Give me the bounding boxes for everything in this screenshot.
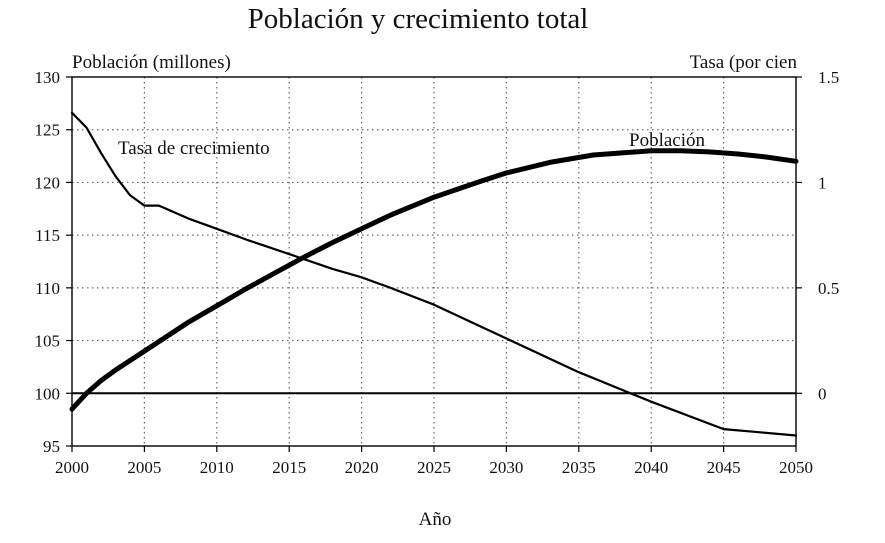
y-left-tick-label: 115 xyxy=(35,226,60,245)
y-axis-right-label: Tasa (por cien xyxy=(690,52,798,73)
y-axis-left-label: Población (millones) xyxy=(72,52,231,73)
y-left-tick-label: 110 xyxy=(35,279,60,298)
x-tick-label: 2035 xyxy=(562,458,596,477)
x-tick-label: 2025 xyxy=(417,458,451,477)
series-group xyxy=(69,111,799,437)
y-right-tick-label: 0 xyxy=(818,384,827,403)
x-tick-label: 2040 xyxy=(634,458,668,477)
series-line-tasa-de-crecimiento xyxy=(70,111,798,437)
y-right-tick-label: 0.5 xyxy=(818,279,839,298)
y-right-tick-label: 1 xyxy=(818,173,827,192)
annotation-poblacion: Población xyxy=(629,130,705,151)
annotation-tasa-de-crecimiento: Tasa de crecimiento xyxy=(118,138,270,159)
y-left-tick-label: 100 xyxy=(35,384,61,403)
series-line-poblacion xyxy=(69,148,799,412)
chart-title: Población y crecimiento total xyxy=(248,3,589,35)
y-left-tick-label: 105 xyxy=(35,332,61,351)
y-right-tick-label: 1.5 xyxy=(818,68,839,87)
tick-labels: 2000 2005 2010 2015 2020 2025 2030 2035 2040 2045… xyxy=(35,68,840,477)
y-left-tick-label: 120 xyxy=(35,173,61,192)
x-tick-label: 2000 xyxy=(55,458,89,477)
y-left-tick-label: 130 xyxy=(35,68,61,87)
x-tick-label: 2015 xyxy=(272,458,306,477)
y-left-tick-label: 125 xyxy=(35,121,61,140)
x-tick-label: 2020 xyxy=(345,458,379,477)
x-tick-label: 2005 xyxy=(127,458,161,477)
x-tick-label: 2010 xyxy=(200,458,234,477)
x-tick-label: 2050 xyxy=(779,458,813,477)
y-left-tick-label: 95 xyxy=(43,437,60,456)
x-tick-label: 2030 xyxy=(489,458,523,477)
x-axis-label: Año xyxy=(419,509,452,530)
x-tick-label: 2045 xyxy=(707,458,741,477)
